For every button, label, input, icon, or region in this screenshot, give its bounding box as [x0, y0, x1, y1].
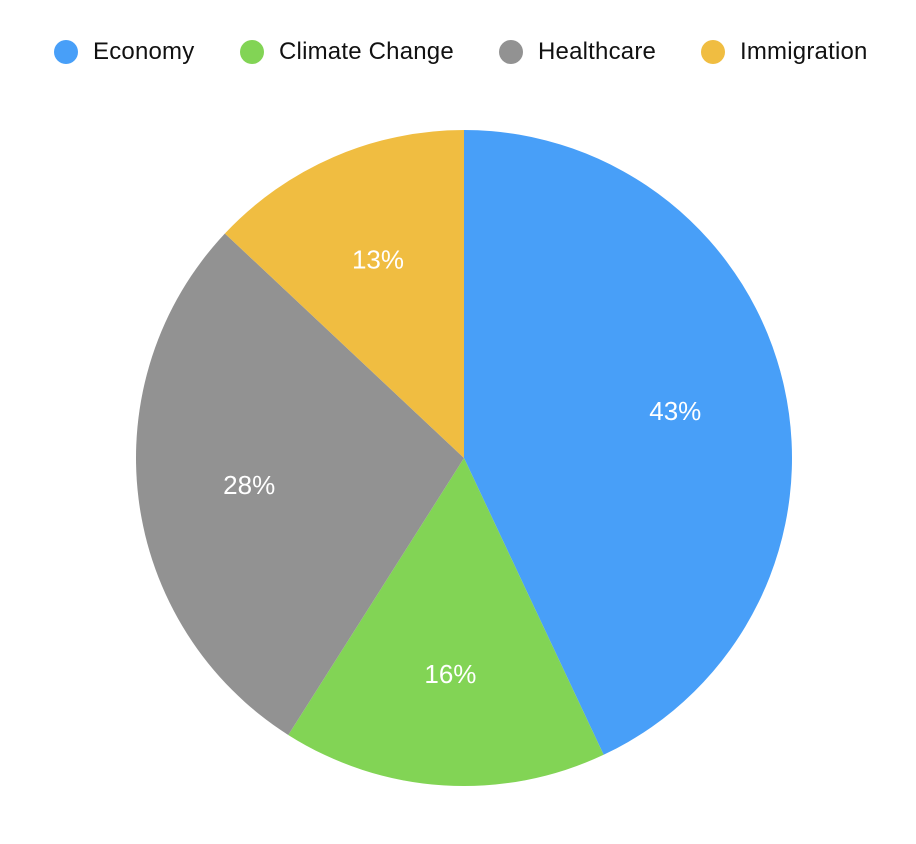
pie-slice-healthcare [136, 233, 464, 735]
pie-slice-label-climate-change: 16% [424, 659, 476, 689]
legend-item-immigration: Immigration [701, 36, 868, 68]
legend-label-healthcare: Healthcare [538, 38, 657, 65]
pie-slice-label-immigration: 13% [352, 244, 404, 274]
pie-slice-label-economy: 43% [649, 396, 701, 426]
legend-swatch-climate-change [240, 40, 264, 64]
legend-swatch-immigration [701, 40, 725, 64]
legend-label-immigration: Immigration [740, 38, 868, 65]
pie-slice-economy [464, 130, 792, 755]
pie-slice-climate-change [288, 458, 604, 786]
legend-item-economy: Economy [54, 36, 194, 68]
legend-item-climate-change: Climate Change [240, 36, 454, 68]
pie-slice-label-healthcare: 28% [223, 470, 275, 500]
legend-swatch-economy [54, 40, 78, 64]
legend-label-economy: Economy [93, 38, 195, 65]
legend-swatch-healthcare [499, 40, 523, 64]
chart-legend: Economy Climate Change Healthcare Immigr… [0, 36, 916, 68]
legend-label-climate-change: Climate Change [279, 38, 454, 65]
pie-slice-immigration [224, 130, 464, 458]
legend-item-healthcare: Healthcare [499, 36, 656, 68]
